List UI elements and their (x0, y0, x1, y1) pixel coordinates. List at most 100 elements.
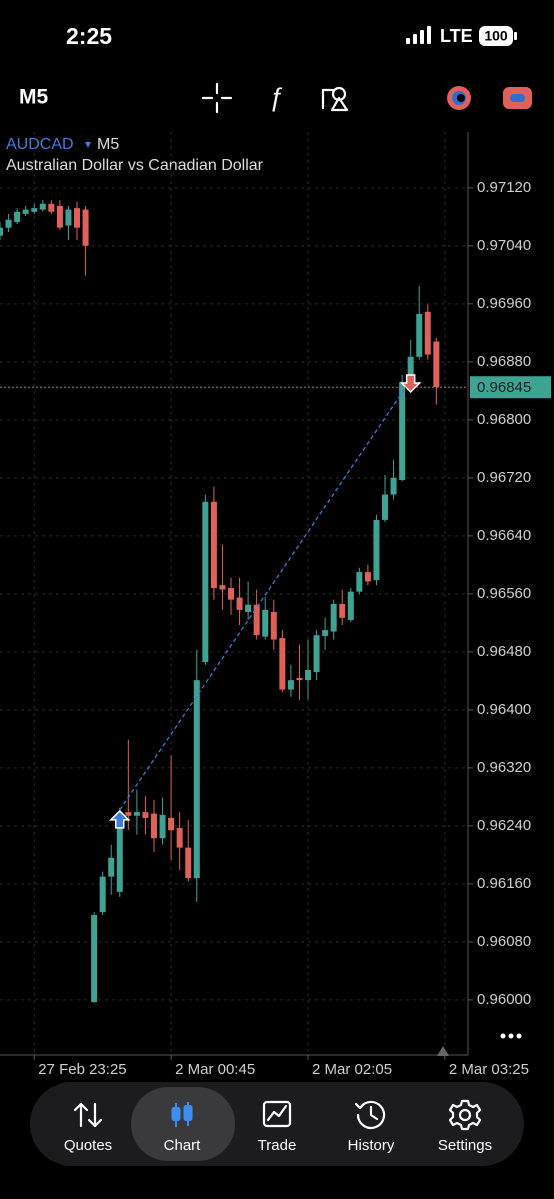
candle-body (424, 311, 431, 355)
active-tab-bg (131, 1087, 235, 1161)
candle-body (56, 205, 63, 228)
y-tick-label: 0.96080 (477, 933, 531, 950)
sell-marker (399, 374, 422, 394)
trade-icon[interactable] (262, 1100, 292, 1128)
candle-body (399, 382, 406, 481)
candle-body (193, 680, 200, 879)
trade-mode-button[interactable] (447, 86, 471, 110)
symbol-description: Australian Dollar vs Canadian Dollar (6, 157, 264, 174)
trade-line (119, 379, 412, 811)
candle-body (245, 604, 252, 612)
history-icon[interactable] (354, 1100, 386, 1130)
candle-body (279, 638, 286, 690)
candle-body (125, 812, 132, 816)
buy-marker (108, 809, 131, 829)
candle-body (330, 604, 337, 632)
signal-icon (406, 26, 431, 44)
battery-tip (514, 32, 517, 40)
y-tick-label: 0.97120 (477, 179, 531, 196)
status-battery: 100 (484, 28, 508, 44)
candle-body (14, 211, 21, 222)
x-tick-label: 2 Mar 00:45 (175, 1061, 255, 1078)
y-tick-label: 0.96560 (477, 585, 531, 602)
candle-body (313, 635, 320, 673)
candle-body (339, 604, 346, 618)
one-click-button[interactable] (503, 87, 532, 109)
candle-body (373, 519, 380, 581)
candle-body (296, 677, 303, 681)
candle-body (0, 227, 3, 236)
tab-label[interactable]: History (348, 1137, 395, 1154)
tab-label[interactable]: Trade (258, 1137, 297, 1154)
candle-body (159, 815, 166, 839)
y-tick-label: 0.96320 (477, 759, 531, 776)
candle-body (185, 847, 192, 879)
candle-body (416, 313, 423, 357)
candle-body (433, 341, 440, 388)
candle-body (236, 597, 243, 610)
chart-icon[interactable] (171, 1102, 193, 1127)
candle-body (48, 203, 55, 212)
candle-body (133, 812, 140, 816)
candle-body (99, 876, 106, 913)
y-tick-label: 0.96160 (477, 875, 531, 892)
more-button[interactable] (500, 1033, 522, 1039)
candle-body (390, 477, 397, 495)
x-tick-label: 2 Mar 03:25 (449, 1061, 529, 1078)
candle-body (5, 219, 12, 228)
y-tick-label: 0.96800 (477, 411, 531, 428)
y-tick-label: 0.96640 (477, 527, 531, 544)
candle-body (253, 604, 260, 636)
current-price-box (470, 376, 551, 399)
candle-body (322, 630, 329, 636)
candle-body (305, 669, 312, 681)
current-price-label: 0.96845 (477, 379, 531, 396)
candle-body (364, 572, 371, 582)
tab-label[interactable]: Chart (164, 1137, 202, 1154)
candle-body (31, 208, 38, 212)
candle-body (382, 494, 389, 520)
crosshair-button[interactable] (201, 82, 233, 114)
candle-body (91, 915, 98, 1003)
candle-body (65, 209, 72, 226)
tab-labels: Quotes Chart Trade History Settings (64, 1137, 492, 1154)
chart-timeframe: M5 (97, 136, 119, 153)
candle-body (202, 501, 209, 663)
settings-icon[interactable] (448, 1099, 482, 1131)
candle-body (74, 208, 81, 228)
candle-body (270, 611, 277, 640)
x-tick-label: 2 Mar 02:05 (312, 1061, 392, 1078)
y-tick-label: 0.96880 (477, 353, 531, 370)
tab-label[interactable]: Quotes (64, 1137, 112, 1154)
candle-body (176, 828, 183, 848)
symbol-dropdown[interactable] (85, 142, 91, 148)
y-tick-label: 0.96400 (477, 701, 531, 718)
shift-marker[interactable] (437, 1046, 449, 1056)
plot: 0.97120 0.97040 0.96960 0.96880 0.96800 0.967… (0, 132, 551, 1078)
y-tick-label: 0.96240 (477, 817, 531, 834)
status-network: LTE (440, 26, 473, 46)
candle-body (219, 585, 226, 590)
candle-body (108, 857, 115, 877)
status-time: 2:25 (66, 23, 112, 49)
timeframe-button[interactable]: M5 (19, 86, 48, 109)
tab-label[interactable]: Settings (438, 1137, 492, 1154)
candle-body (407, 356, 414, 383)
candle-body (228, 588, 235, 600)
indicators-button[interactable]: ƒ (269, 82, 283, 112)
y-tick-label: 0.96720 (477, 469, 531, 486)
candle-body (347, 591, 354, 620)
candle-body (210, 501, 217, 589)
quotes-icon[interactable] (73, 1102, 103, 1128)
candle-body (22, 209, 29, 214)
battery-icon (479, 26, 513, 46)
candle-body (82, 209, 89, 246)
candle-body (39, 203, 46, 210)
objects-button[interactable] (321, 86, 349, 112)
candle-body (116, 812, 123, 892)
candle-body (356, 572, 363, 592)
y-tick-label: 0.96960 (477, 295, 531, 312)
symbol-label[interactable]: AUDCAD (6, 136, 74, 153)
